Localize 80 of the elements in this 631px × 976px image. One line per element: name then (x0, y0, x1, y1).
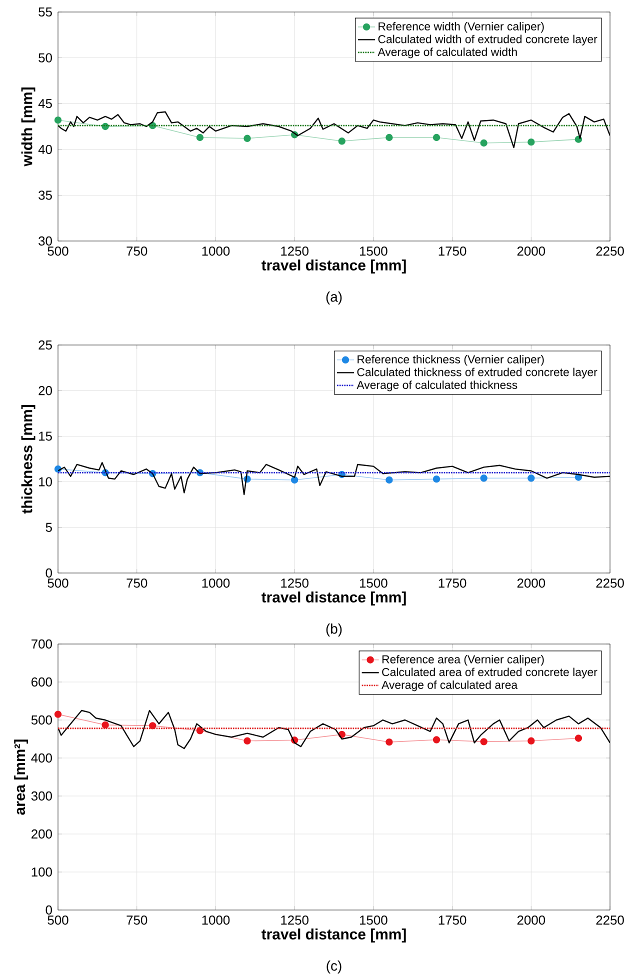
x-tick-label: 2250 (596, 916, 624, 925)
x-tick-label: 750 (126, 916, 148, 925)
y-tick-label: 50 (38, 53, 52, 62)
x-tick-label: 2250 (596, 246, 624, 256)
y-tick-label: 600 (32, 677, 52, 687)
point (54, 116, 62, 124)
legend-label: Average of calculated width (378, 48, 517, 58)
y-tick-label: 30 (38, 236, 52, 246)
y-tick-label: 45 (38, 99, 52, 108)
x-tick-label: 2000 (517, 578, 546, 588)
x-tick-label: 1750 (438, 578, 466, 588)
legend-label: Average of calculated thickness (356, 380, 518, 392)
point (432, 475, 440, 483)
y-tick-label: 400 (31, 753, 52, 763)
x-tick-label: 2000 (517, 246, 546, 256)
x-tick-label: 2250 (596, 578, 624, 588)
y-tick-label: 500 (31, 715, 52, 725)
x-tick-label: 1750 (438, 246, 466, 256)
y-axis-title: width [mm] (21, 88, 36, 166)
x-tick-label: 1250 (281, 246, 308, 256)
x-tick-label: 2000 (517, 916, 546, 925)
x-tick-label: 1250 (281, 578, 308, 588)
y-tick-label: 0 (46, 568, 52, 578)
y-tick-label: 10 (39, 477, 52, 486)
x-tick-label: 1500 (360, 578, 388, 588)
point (480, 139, 488, 147)
point (528, 474, 535, 482)
point (386, 738, 393, 746)
legend-label: Calculated thickness of extruded concrete layer (357, 368, 598, 378)
point (386, 476, 393, 484)
point (244, 737, 251, 745)
y-tick-label: 200 (32, 829, 52, 839)
y-tick-label: 300 (31, 791, 52, 801)
point (574, 734, 582, 742)
y-tick-label: 20 (38, 386, 52, 396)
x-tick-label: 1500 (360, 246, 388, 256)
legend-label: Reference width (Vernier caliper) (378, 22, 544, 33)
x-tick-label: 750 (126, 246, 148, 256)
x-tick-label: 1500 (360, 916, 388, 925)
x-tick-label: 1000 (202, 578, 230, 588)
point (338, 138, 346, 145)
y-tick-label: 40 (38, 144, 52, 154)
text: (c) (326, 960, 342, 974)
x-axis-title: travel distance [mm] (262, 592, 406, 606)
point (102, 721, 109, 729)
legend-label: Reference thickness (Vernier caliper) (358, 355, 544, 366)
legend-label: Calculated width of extruded concrete layer (378, 34, 598, 46)
x-tick-label: 1250 (281, 916, 308, 925)
point (480, 474, 488, 482)
point (290, 476, 298, 484)
y-tick-label: 0 (46, 905, 52, 915)
point (528, 138, 535, 146)
point (480, 738, 488, 746)
legend-label: Average of calculated area (382, 680, 518, 692)
point (54, 710, 62, 718)
point (432, 134, 440, 142)
x-axis-title: travel distance [mm] (262, 260, 406, 274)
text: (a) (326, 292, 342, 305)
x-tick-label: 1000 (202, 916, 230, 925)
point (528, 737, 535, 745)
text: (b) (326, 624, 342, 637)
point (386, 134, 393, 142)
x-tick-label: 750 (126, 578, 148, 588)
point (244, 134, 251, 142)
legend-label: Reference area (Vernier caliper) (382, 654, 544, 666)
point (196, 134, 204, 142)
x-tick-label: 1750 (438, 916, 466, 925)
y-tick-label: 25 (38, 340, 52, 350)
y-tick-label: 35 (38, 190, 52, 200)
y-axis-title: thickness [mm] (21, 405, 36, 514)
y-tick-label: 55 (38, 7, 52, 17)
y-axis-title: area [mm²] (14, 740, 28, 815)
y-tick-label: 15 (39, 432, 52, 441)
y-tick-label: 5 (46, 522, 52, 532)
legend-label: Calculated area of extruded concrete layer (382, 668, 598, 678)
x-axis-title: travel distance [mm] (262, 928, 406, 942)
x-tick-label: 1000 (202, 246, 230, 256)
y-tick-label: 700 (32, 639, 52, 649)
y-tick-label: 100 (32, 867, 52, 877)
point (432, 736, 440, 744)
